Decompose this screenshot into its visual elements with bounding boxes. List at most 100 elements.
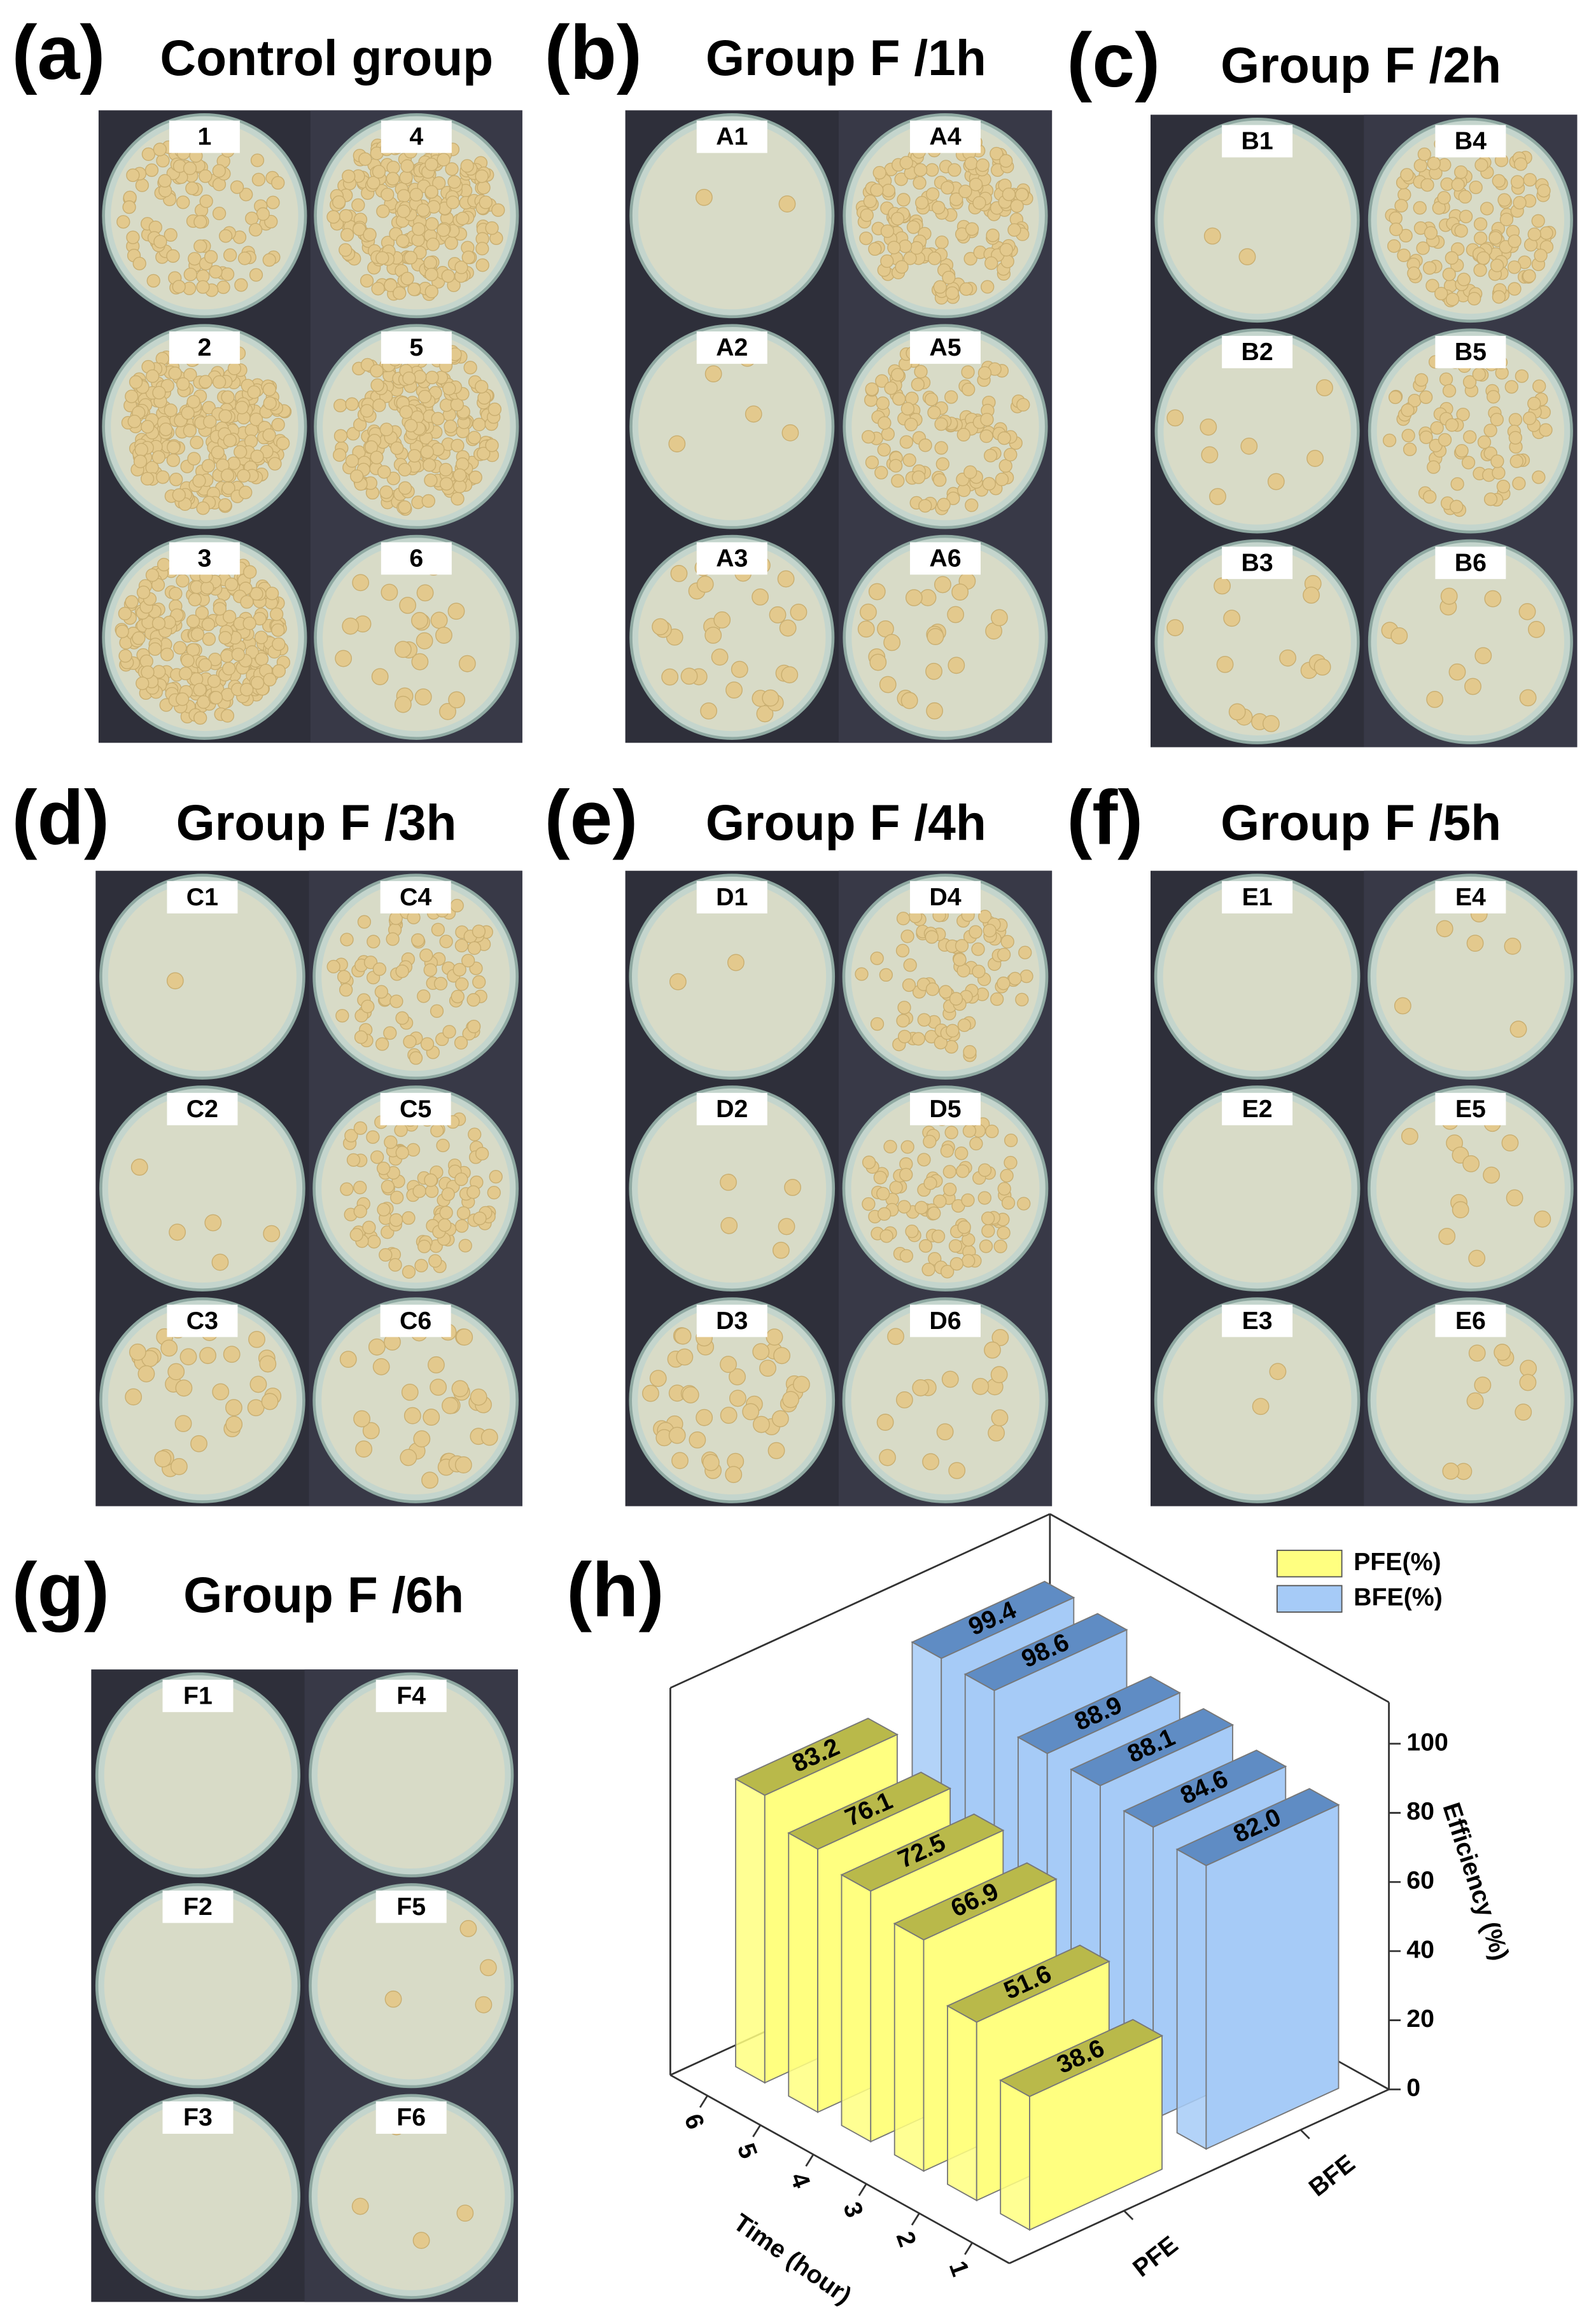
colony — [1519, 689, 1537, 707]
panel-title: Group F /1h — [706, 30, 986, 86]
colony — [1490, 258, 1504, 272]
colony — [1501, 1134, 1519, 1152]
colony — [458, 655, 476, 672]
colony — [946, 1024, 960, 1038]
colony — [212, 206, 227, 221]
plate-label-box — [696, 542, 767, 575]
colony — [918, 1239, 933, 1253]
x-tick — [752, 2124, 762, 2138]
colony — [340, 933, 354, 947]
photo: C1 C4 C2 C5 C3 C6 — [95, 870, 522, 1506]
colony — [1534, 248, 1548, 263]
colony — [1401, 429, 1415, 443]
colony — [1474, 158, 1488, 172]
colony — [439, 477, 454, 491]
colony — [999, 154, 1013, 168]
colony — [413, 1430, 431, 1448]
colony — [213, 602, 227, 616]
panel-title: Group F /4h — [706, 795, 986, 851]
colony — [924, 393, 939, 407]
colony — [344, 1129, 358, 1143]
colony — [175, 692, 190, 706]
colony — [899, 1167, 913, 1181]
colony — [903, 251, 917, 265]
colony — [962, 1124, 977, 1138]
colony — [949, 992, 963, 1006]
colony — [467, 1019, 481, 1034]
colony — [355, 1440, 373, 1458]
colony — [231, 648, 245, 662]
colony — [889, 459, 903, 473]
colony — [923, 1176, 937, 1190]
colony — [456, 1206, 471, 1220]
colony — [223, 433, 237, 448]
colony — [900, 401, 915, 416]
plate-label-box — [167, 1304, 238, 1337]
plate-label-box — [1435, 1092, 1506, 1125]
colony — [969, 177, 983, 191]
colony — [1464, 678, 1481, 695]
colony — [984, 256, 998, 270]
colony — [1483, 1166, 1501, 1184]
colony — [399, 405, 413, 419]
colony — [1473, 217, 1488, 231]
colony — [899, 435, 914, 449]
colony — [475, 242, 489, 256]
colony — [166, 972, 184, 990]
colony — [340, 228, 354, 242]
colony — [883, 1139, 897, 1153]
colony — [1010, 199, 1024, 213]
colony — [900, 929, 914, 943]
colony — [1388, 390, 1403, 405]
colony — [1382, 433, 1397, 447]
colony — [209, 265, 223, 279]
colony — [430, 1004, 444, 1018]
plate-label: B1 — [1242, 127, 1273, 155]
colony — [195, 606, 209, 620]
colony — [652, 618, 669, 636]
plate-label: E6 — [1455, 1307, 1486, 1335]
colony — [242, 616, 256, 630]
colony — [196, 501, 210, 515]
colony — [729, 1389, 746, 1407]
colony — [961, 1193, 975, 1207]
plate-label: A2 — [716, 333, 748, 361]
colony — [262, 428, 276, 442]
colony — [704, 627, 722, 644]
colony — [918, 499, 932, 513]
y-tick-label: 60 — [1406, 1867, 1434, 1895]
colony — [1532, 470, 1546, 484]
plate-label-box — [1435, 880, 1506, 914]
colony — [911, 470, 926, 484]
colony — [902, 978, 916, 992]
colony — [711, 648, 729, 666]
colony — [868, 583, 886, 601]
colony — [268, 457, 282, 471]
colony — [720, 1217, 738, 1234]
colony — [990, 992, 1004, 1006]
colony — [265, 587, 279, 601]
colony — [962, 1254, 976, 1268]
colony — [1537, 184, 1551, 198]
x-axis-title: Time (hour) — [729, 2208, 857, 2310]
colony — [1209, 488, 1226, 505]
plate-agar — [108, 1094, 297, 1283]
colony — [185, 181, 199, 195]
colony — [1451, 177, 1465, 192]
colony — [1017, 1197, 1031, 1211]
colony — [948, 163, 962, 177]
panel-title: Control group — [160, 30, 493, 86]
colony — [942, 1165, 956, 1179]
colony — [993, 1239, 1007, 1253]
colony — [156, 153, 170, 168]
colony — [895, 943, 910, 957]
colony — [874, 466, 888, 480]
colony — [940, 1144, 954, 1158]
colony — [1303, 587, 1320, 604]
plate-label: C2 — [186, 1095, 218, 1123]
colony — [793, 1375, 810, 1393]
colony — [437, 223, 451, 237]
colony — [883, 634, 901, 651]
colony — [358, 152, 372, 166]
colony — [752, 1343, 770, 1361]
